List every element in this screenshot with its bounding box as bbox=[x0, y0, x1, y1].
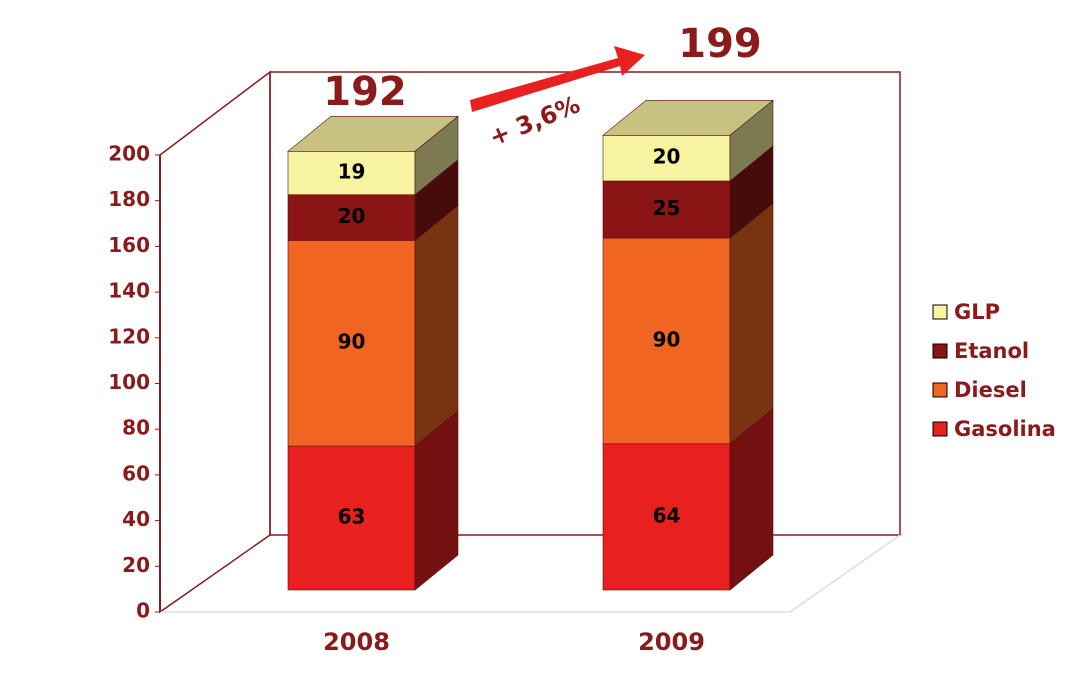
y-tick-label: 140 bbox=[108, 279, 150, 303]
y-tick-label: 100 bbox=[108, 370, 150, 394]
bar-side bbox=[414, 204, 459, 447]
legend-swatch bbox=[932, 343, 948, 359]
legend-label: Etanol bbox=[954, 339, 1029, 363]
x-tick-label: 2009 bbox=[638, 628, 705, 656]
bar-segment bbox=[287, 150, 416, 195]
y-tick-label: 40 bbox=[122, 507, 150, 531]
bar-segment bbox=[602, 237, 731, 445]
value-label: 63 bbox=[338, 505, 366, 529]
y-tick-label: 80 bbox=[122, 416, 150, 440]
value-label: 90 bbox=[653, 327, 681, 351]
value-label: 20 bbox=[338, 204, 366, 228]
bar-segment bbox=[602, 134, 731, 182]
bar-segment bbox=[287, 445, 416, 591]
value-label: 19 bbox=[338, 159, 366, 183]
legend-swatch bbox=[932, 421, 948, 437]
bar-segment bbox=[602, 180, 731, 239]
bar-top bbox=[602, 99, 774, 136]
left-wall bbox=[159, 70, 271, 614]
legend-swatch bbox=[932, 304, 948, 320]
value-label: 90 bbox=[338, 330, 366, 354]
value-label: 20 bbox=[653, 145, 681, 169]
legend-swatch bbox=[932, 382, 948, 398]
legend-label: Gasolina bbox=[954, 417, 1056, 441]
y-tick-label: 200 bbox=[108, 142, 150, 166]
legend-label: Diesel bbox=[954, 378, 1027, 402]
bar-segment bbox=[287, 240, 416, 447]
y-tick-label: 20 bbox=[122, 553, 150, 577]
legend-label: GLP bbox=[954, 300, 1000, 324]
value-label: 64 bbox=[653, 503, 681, 527]
value-label: 25 bbox=[653, 196, 681, 220]
x-tick-label: 2008 bbox=[323, 628, 390, 656]
bar-segment bbox=[602, 443, 731, 591]
floor bbox=[160, 534, 901, 613]
growth-arrow bbox=[470, 46, 645, 112]
total-label: 192 bbox=[323, 69, 407, 115]
bar-side bbox=[729, 202, 774, 445]
total-label: 199 bbox=[678, 21, 762, 67]
y-tick-label: 0 bbox=[136, 599, 150, 623]
y-tick-label: 180 bbox=[108, 187, 150, 211]
bar-top bbox=[287, 115, 459, 152]
bar-segment bbox=[287, 194, 416, 241]
y-tick-label: 160 bbox=[108, 233, 150, 257]
y-tick-label: 120 bbox=[108, 324, 150, 348]
y-tick-label: 60 bbox=[122, 461, 150, 485]
